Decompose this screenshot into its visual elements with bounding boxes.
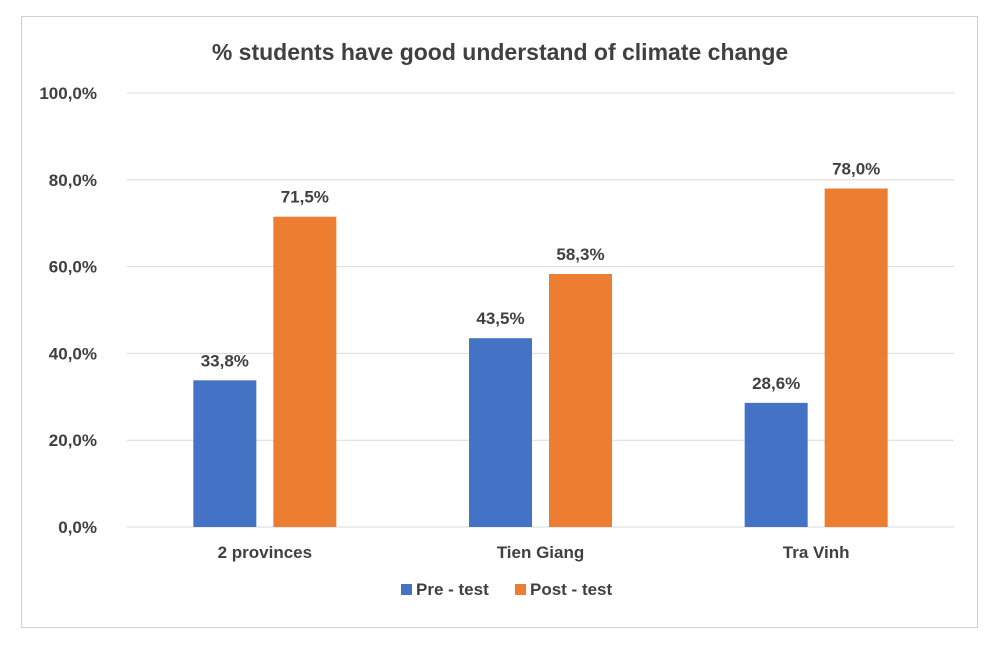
gridlines xyxy=(127,92,954,528)
x-category-label: Tra Vinh xyxy=(783,543,850,562)
bars xyxy=(193,188,888,528)
y-tick-label: 20,0% xyxy=(49,431,97,450)
data-label: 43,5% xyxy=(476,309,524,328)
x-category-label: Tien Giang xyxy=(497,543,585,562)
y-tick-label: 80,0% xyxy=(49,171,97,190)
bar-chart: % students have good understand of clima… xyxy=(39,39,954,599)
chart-title: % students have good understand of clima… xyxy=(212,39,788,65)
y-tick-label: 100,0% xyxy=(39,84,97,103)
bar-pre-test xyxy=(193,380,257,527)
x-axis-categories: 2 provinces Tien Giang Tra Vinh xyxy=(218,543,850,562)
data-label: 78,0% xyxy=(832,159,880,178)
data-label: 28,6% xyxy=(752,374,800,393)
data-label: 71,5% xyxy=(281,188,329,207)
y-axis-ticks: 0,0% 20,0% 40,0% 60,0% 80,0% 100,0% xyxy=(39,84,97,537)
bar-post-test xyxy=(824,188,888,528)
chart-frame: % students have good understand of clima… xyxy=(21,16,978,628)
y-tick-label: 60,0% xyxy=(49,258,97,277)
legend-swatch xyxy=(401,584,412,595)
x-category-label: 2 provinces xyxy=(218,543,313,562)
legend-swatch xyxy=(515,584,526,595)
legend-label: Post - test xyxy=(530,580,613,599)
data-label: 33,8% xyxy=(201,351,249,370)
bar-pre-test xyxy=(744,402,808,527)
bar-post-test xyxy=(273,216,337,527)
bar-post-test xyxy=(549,273,612,527)
data-labels: 33,8% 71,5% 43,5% 58,3% 28,6% 78,0% xyxy=(201,159,881,392)
y-tick-label: 0,0% xyxy=(58,518,97,537)
data-label: 58,3% xyxy=(556,245,604,264)
legend: Pre - test Post - test xyxy=(401,580,613,599)
y-tick-label: 40,0% xyxy=(49,344,97,363)
bar-pre-test xyxy=(469,338,532,527)
legend-label: Pre - test xyxy=(416,580,489,599)
